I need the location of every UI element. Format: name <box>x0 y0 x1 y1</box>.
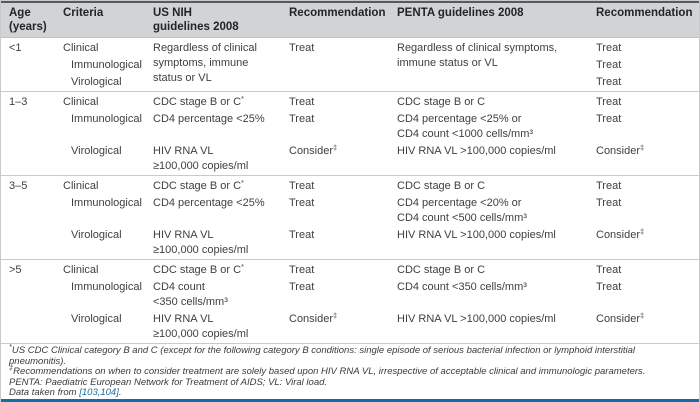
footnote-data-source-line: Data taken from [103,104]. <box>9 388 691 399</box>
footnote-line: *US CDC Clinical category B and C (excep… <box>9 342 636 367</box>
footnote-data-prefix: Data taken from <box>9 387 80 399</box>
penta-cell: HIV RNA VL >100,000 copies/ml <box>397 229 556 241</box>
penta-recommendation-cell: Treat <box>596 197 622 209</box>
penta-recommendation-cell: Treat <box>596 175 699 195</box>
penta-cell: Regardless of clinical symptoms, immune … <box>397 42 558 69</box>
nih-recommendation-cell: Consider‡ <box>289 311 338 325</box>
criteria-cell: Immunological <box>71 197 142 209</box>
criteria-cell: Clinical <box>63 91 153 111</box>
penta-cell: HIV RNA VL >100,000 copies/ml <box>397 145 556 157</box>
col-header-criteria: Criteria <box>63 3 153 38</box>
criteria-cell: Virological <box>71 229 122 241</box>
col-header-nih-recommendation: Recommendation <box>289 3 397 38</box>
reference-link[interactable]: [103,104] <box>79 387 119 399</box>
table-row: 1–3 Clinical CDC stage B or C* Treat CDC sta… <box>1 91 699 176</box>
penta-recommendation-cell: Consider‡ <box>596 143 645 157</box>
penta-recommendation-cell: Consider‡ <box>596 227 645 241</box>
nih-recommendation-cell: Treat <box>289 259 397 279</box>
penta-cell: CD4 percentage <20% or CD4 count <500 ce… <box>397 197 527 224</box>
nih-cell: HIV RNA VL ≥100,000 copies/ml <box>153 145 249 172</box>
table-row: Immunological Treat <box>1 57 699 74</box>
table-header: Age (years) Criteria US NIH guidelines 2… <box>1 3 699 38</box>
penta-recommendation-cell: Treat <box>596 113 622 125</box>
nih-cell: Regardless of clinical symptoms, immune … <box>153 42 257 84</box>
penta-recommendation-cell: Treat <box>596 76 622 88</box>
criteria-cell: Clinical <box>63 42 99 54</box>
nih-cell: CD4 count <350 cells/mm³ <box>153 281 228 308</box>
footnote-line: PENTA: Paediatric European Network for T… <box>9 376 328 388</box>
table-row: Virological HIV RNA VL ≥100,000 copies/ml… <box>1 311 699 343</box>
penta-recommendation-cell: Treat <box>596 91 699 111</box>
table-row: Virological HIV RNA VL ≥100,000 copies/ml… <box>1 227 699 260</box>
penta-cell: HIV RNA VL >100,000 copies/ml <box>397 313 556 325</box>
table-row: 3–5 Clinical CDC stage B or C* Treat CDC sta… <box>1 175 699 260</box>
criteria-cell: Clinical <box>63 175 153 195</box>
guidelines-table-wrap: Age (years) Criteria US NIH guidelines 2… <box>1 1 699 343</box>
criteria-cell: Clinical <box>63 259 153 279</box>
guidelines-table: Age (years) Criteria US NIH guidelines 2… <box>1 3 699 343</box>
table-row: Immunological CD4 count <350 cells/mm³ Tre… <box>1 279 699 311</box>
criteria-cell: Immunological <box>71 113 142 125</box>
table-row: Immunological CD4 percentage <25% Treat CD4… <box>1 111 699 143</box>
penta-cell: CDC stage B or C <box>397 175 596 195</box>
criteria-cell: Immunological <box>71 281 142 293</box>
footnotes: *US CDC Clinical category B and C (excep… <box>1 343 699 399</box>
col-header-penta-recommendation: Recommendation <box>596 3 699 38</box>
nih-cell: CD4 percentage <25% <box>153 197 265 209</box>
penta-recommendation-cell: Treat <box>596 42 622 54</box>
table-row: <1 Clinical Regardless of clinical symptom… <box>1 38 699 84</box>
table-body: <1 Clinical Regardless of clinical symptom… <box>1 38 699 343</box>
criteria-cell: Virological <box>71 145 122 157</box>
nih-recommendation-cell: Consider‡ <box>289 143 338 157</box>
age-cell: <1 <box>9 42 22 54</box>
nih-cell: HIV RNA VL ≥100,000 copies/ml <box>153 229 249 256</box>
table-row: Virological Treat <box>1 74 699 92</box>
criteria-cell: Immunological <box>71 59 142 71</box>
penta-cell: CD4 percentage <25% or CD4 count <1000 c… <box>397 113 534 140</box>
criteria-cell: Virological <box>71 313 122 325</box>
table-row: >5 Clinical CDC stage B or C* Treat CDC stag… <box>1 259 699 343</box>
nih-recommendation-cell: Treat <box>289 175 397 195</box>
table-row: Immunological CD4 percentage <25% Treat CD4… <box>1 195 699 227</box>
col-header-nih: US NIH guidelines 2008 <box>153 3 289 38</box>
footnote-data-suffix: . <box>118 387 122 399</box>
penta-cell: CD4 count <350 cells/mm³ <box>397 281 527 293</box>
penta-recommendation-cell: Treat <box>596 281 622 293</box>
nih-recommendation-cell: Treat <box>289 281 315 293</box>
age-cell: 1–3 <box>1 91 63 176</box>
penta-recommendation-cell: Treat <box>596 59 622 71</box>
penta-cell: CDC stage B or C <box>397 91 596 111</box>
nih-recommendation-cell: Treat <box>289 91 397 111</box>
nih-recommendation-cell: Treat <box>289 229 315 241</box>
footnote-line: ‡Recommendations on when to consider tre… <box>9 363 646 378</box>
nih-cell: CDC stage B or C* <box>153 91 289 111</box>
penta-recommendation-cell: Consider‡ <box>596 311 645 325</box>
col-header-age: Age (years) <box>1 3 63 38</box>
age-cell: 3–5 <box>1 175 63 260</box>
table-row: Virological HIV RNA VL ≥100,000 copies/ml… <box>1 143 699 176</box>
age-cell: >5 <box>1 259 63 343</box>
nih-recommendation-cell: Treat <box>289 113 315 125</box>
nih-recommendation-cell: Treat <box>289 42 315 54</box>
criteria-cell: Virological <box>71 76 122 88</box>
penta-recommendation-cell: Treat <box>596 259 699 279</box>
penta-cell: CDC stage B or C <box>397 259 596 279</box>
nih-cell: CD4 percentage <25% <box>153 113 265 125</box>
col-header-penta: PENTA guidelines 2008 <box>397 3 596 38</box>
nih-cell: CDC stage B or C* <box>153 259 289 279</box>
nih-recommendation-cell: Treat <box>289 197 315 209</box>
nih-cell: HIV RNA VL ≥100,000 copies/ml <box>153 313 249 340</box>
nih-cell: CDC stage B or C* <box>153 175 289 195</box>
